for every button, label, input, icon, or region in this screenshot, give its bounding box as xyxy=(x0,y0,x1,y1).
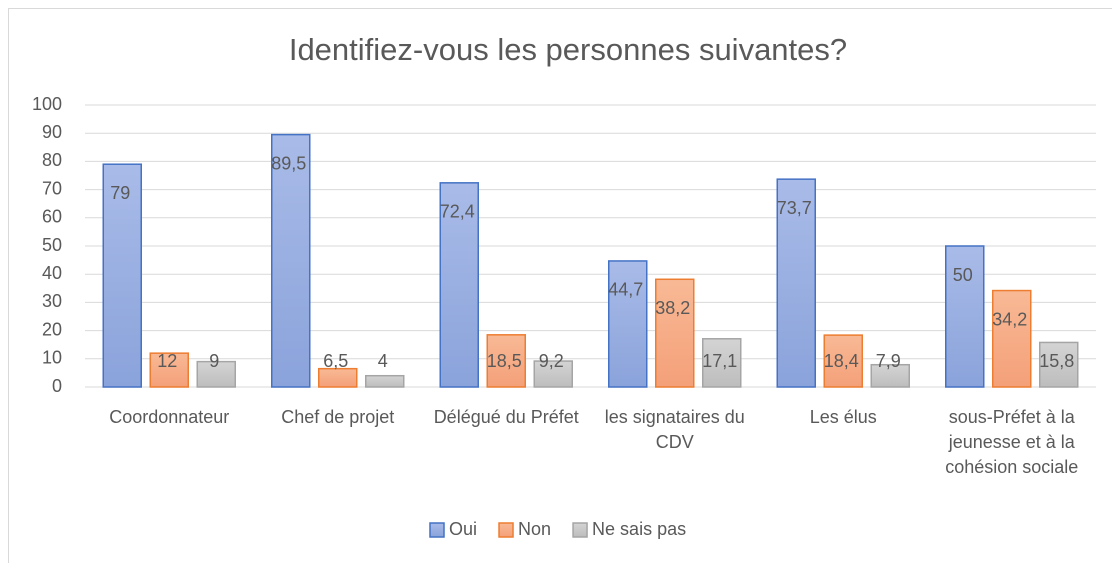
x-tick-label: les signataires du CDV xyxy=(604,407,745,452)
y-tick-label: 60 xyxy=(42,207,62,227)
bar xyxy=(102,163,142,388)
bar xyxy=(1039,341,1079,388)
x-tick-label: Les élus xyxy=(809,407,877,427)
y-tick-label: 30 xyxy=(42,291,62,311)
data-label: 18,5 xyxy=(487,351,522,371)
bar xyxy=(271,133,311,388)
bar xyxy=(365,374,405,388)
y-tick-label: 80 xyxy=(42,150,62,170)
data-label: 7,9 xyxy=(876,351,901,371)
y-tick-label: 40 xyxy=(42,263,62,283)
x-tick-label: sous-Préfet à la jeunesse et à la cohési… xyxy=(945,407,1079,477)
bar xyxy=(870,363,910,388)
data-label: 72,4 xyxy=(440,202,475,222)
legend-swatch xyxy=(429,522,445,538)
bar xyxy=(608,260,648,388)
data-label: 9 xyxy=(209,351,219,371)
bar xyxy=(486,334,526,388)
data-label: 44,7 xyxy=(608,280,643,300)
x-tick-label: Coordonnateur xyxy=(109,407,230,427)
bar xyxy=(318,367,358,388)
bar xyxy=(655,278,695,388)
data-label: 12 xyxy=(157,351,177,371)
data-label: 89,5 xyxy=(271,153,306,173)
data-label: 18,4 xyxy=(824,351,859,371)
bar xyxy=(776,178,816,388)
data-label: 50 xyxy=(953,265,973,285)
bar xyxy=(992,289,1032,388)
data-label: 38,2 xyxy=(655,298,690,318)
x-tick-label: Délégué du Préfet xyxy=(433,407,579,427)
bar xyxy=(439,182,479,388)
data-label: 15,8 xyxy=(1039,351,1074,371)
y-tick-label: 10 xyxy=(42,348,62,368)
data-label: 17,1 xyxy=(702,351,737,371)
bar xyxy=(945,245,985,388)
legend-swatch xyxy=(572,522,588,538)
bar xyxy=(823,334,863,388)
y-tick-label: 100 xyxy=(32,94,62,114)
bar xyxy=(196,360,236,388)
legend-label: Oui xyxy=(449,519,477,539)
bar xyxy=(149,352,189,388)
bar xyxy=(702,338,742,388)
legend-label: Ne sais pas xyxy=(592,519,686,539)
data-label: 6,5 xyxy=(323,351,348,371)
legend-swatch xyxy=(498,522,514,538)
data-label: 4 xyxy=(378,351,388,371)
data-label: 79 xyxy=(110,183,130,203)
y-tick-label: 20 xyxy=(42,319,62,339)
data-label: 34,2 xyxy=(992,309,1027,329)
data-label: 73,7 xyxy=(777,198,812,218)
data-label: 9,2 xyxy=(539,351,564,371)
bar xyxy=(533,360,573,388)
y-tick-label: 70 xyxy=(42,178,62,198)
y-tick-label: 0 xyxy=(52,376,62,396)
legend-label: Non xyxy=(518,519,551,539)
y-tick-label: 90 xyxy=(42,122,62,142)
chart-title: Identifiez-vous les personnes suivantes? xyxy=(289,32,847,67)
x-tick-label: Chef de projet xyxy=(281,407,395,427)
y-tick-label: 50 xyxy=(42,235,62,255)
chart-frame xyxy=(8,8,1112,563)
